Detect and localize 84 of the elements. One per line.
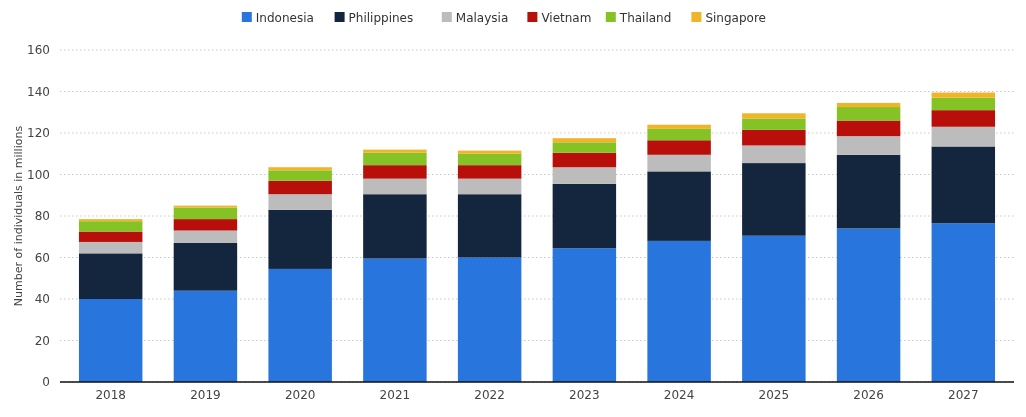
bar xyxy=(173,242,238,291)
bar xyxy=(173,205,238,208)
bar xyxy=(552,152,617,168)
y-tick-label: 140 xyxy=(27,84,50,99)
bar xyxy=(647,124,711,129)
y-tick-label: 20 xyxy=(34,333,50,348)
legend-label: Thailand xyxy=(618,11,672,25)
bar xyxy=(268,194,332,210)
y-tick-label: 0 xyxy=(42,375,50,390)
bar xyxy=(268,180,332,195)
bar xyxy=(647,140,711,155)
bar xyxy=(268,170,332,181)
bar xyxy=(742,235,806,382)
bar xyxy=(457,150,522,154)
x-tick-label: 2021 xyxy=(379,388,411,402)
bar xyxy=(931,146,996,224)
bar xyxy=(742,129,806,146)
bar xyxy=(931,92,996,98)
bar xyxy=(457,165,522,179)
bar xyxy=(647,154,711,172)
bar xyxy=(78,219,143,222)
bar xyxy=(268,268,332,382)
legend-label: Vietnam xyxy=(541,11,592,25)
bar xyxy=(931,223,996,382)
bar xyxy=(836,228,901,382)
bar xyxy=(836,120,901,137)
legend-label: Singapore xyxy=(705,11,766,25)
bar xyxy=(836,102,901,108)
bar xyxy=(836,136,901,155)
bar xyxy=(457,153,522,166)
bar xyxy=(268,167,332,171)
y-tick-label: 40 xyxy=(34,292,50,307)
bar xyxy=(363,165,427,179)
legend-label: Malaysia xyxy=(455,11,509,25)
bar xyxy=(742,145,806,164)
bar xyxy=(552,248,617,382)
x-tick-label: 2023 xyxy=(569,388,600,402)
x-tick-label: 2020 xyxy=(284,388,316,402)
bar xyxy=(647,171,711,241)
x-tick-label: 2024 xyxy=(663,388,695,402)
bar xyxy=(457,257,522,382)
x-tick-label: 2025 xyxy=(758,388,790,402)
y-tick-label: 120 xyxy=(27,126,50,141)
bar xyxy=(78,231,143,242)
bar xyxy=(742,118,806,130)
x-tick-label: 2019 xyxy=(190,388,221,402)
bar xyxy=(363,258,427,382)
bar xyxy=(931,110,996,127)
bar xyxy=(173,230,238,243)
bar xyxy=(552,183,617,249)
bar xyxy=(552,142,617,153)
bar xyxy=(647,128,711,141)
bar xyxy=(836,107,901,121)
legend-label: Indonesia xyxy=(255,11,314,25)
bar xyxy=(836,154,901,229)
y-axis-title: Number of individuals in millions xyxy=(12,125,25,307)
bar xyxy=(647,240,711,382)
bar xyxy=(363,178,427,195)
legend-label: Philippines xyxy=(348,11,414,25)
y-tick-label: 100 xyxy=(27,167,50,182)
bar xyxy=(173,219,238,231)
bar xyxy=(931,97,996,111)
x-tick-label: 2026 xyxy=(853,388,884,402)
bar xyxy=(173,207,238,220)
y-tick-label: 160 xyxy=(27,43,50,58)
bar xyxy=(363,152,427,166)
bar xyxy=(363,194,427,259)
bar xyxy=(78,253,143,299)
bar xyxy=(457,178,522,195)
bar xyxy=(742,163,806,236)
bar xyxy=(268,209,332,269)
x-tick-label: 2018 xyxy=(95,388,126,402)
y-tick-label: 80 xyxy=(34,209,50,224)
bar xyxy=(78,221,143,232)
bar xyxy=(363,149,427,153)
bar xyxy=(78,299,143,382)
x-tick-label: 2027 xyxy=(948,388,979,402)
bar xyxy=(78,241,143,254)
x-tick-label: 2022 xyxy=(474,388,505,402)
bar xyxy=(552,138,617,143)
bar xyxy=(742,113,806,119)
y-tick-label: 60 xyxy=(34,250,50,265)
bar xyxy=(457,194,522,258)
bar xyxy=(173,290,238,382)
